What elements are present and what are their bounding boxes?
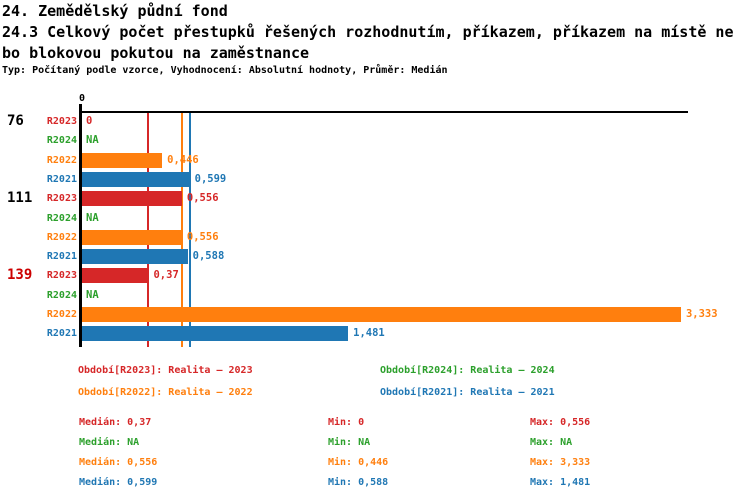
value-label: 3,333 — [685, 308, 718, 320]
series-label: R2021 — [46, 173, 77, 185]
series-label: R2023 — [46, 270, 77, 282]
bar-r2021-111 — [82, 249, 188, 265]
value-label: 1,481 — [353, 327, 385, 340]
legend-item-r2021: Období[R2021]: Realita – 2021 — [380, 387, 555, 398]
chart-row: 111 R2023 0,556 — [0, 189, 750, 209]
stat-max-r2022: Max: 3,333 — [530, 457, 591, 468]
stat-min-r2024: Min: NA — [328, 437, 371, 448]
chart-row: R2021 1,481 — [0, 324, 750, 344]
chart-meta: Typ: Počítaný podle vzorce, Vyhodnocení:… — [2, 65, 448, 76]
chart-row: R2022 0,556 — [0, 228, 750, 248]
value-label: 0 — [86, 115, 93, 127]
chart-row: R2024 NA — [0, 131, 750, 151]
median-line-r2021 — [188, 113, 191, 347]
page-title: 24. Zemědělský půdní fond — [2, 2, 228, 20]
series-label: R2024 — [46, 135, 77, 147]
value-label: 0,588 — [192, 250, 225, 263]
group-label: 111 — [7, 190, 33, 207]
series-label: R2023 — [46, 193, 77, 205]
stat-min-r2021: Min: 0,588 — [328, 477, 389, 488]
chart-title-line1: 24.3 Celkový počet přestupků řešených ro… — [2, 23, 734, 41]
chart-row: R2022 0,446 — [0, 151, 750, 171]
legend-item-r2023: Období[R2023]: Realita – 2023 — [78, 365, 253, 376]
stat-median-r2023: Medián: 0,37 — [79, 417, 152, 428]
series-label: R2021 — [46, 328, 77, 340]
bar-r2023-111 — [82, 191, 182, 207]
chart-title-line2: bo blokovou pokutou na zaměstnance — [2, 44, 310, 62]
chart-row: 139 R2023 0,37 — [0, 266, 750, 286]
series-label: R2024 — [46, 212, 77, 224]
chart-row: R2021 0,599 — [0, 170, 750, 190]
series-label: R2022 — [46, 154, 77, 166]
series-label: R2022 — [46, 231, 77, 243]
x-axis-zero-tick-label: 0 — [78, 93, 86, 104]
stat-max-r2021: Max: 1,481 — [530, 477, 591, 488]
group-label: 139 — [7, 267, 33, 284]
chart-row: R2021 0,588 — [0, 247, 750, 267]
legend-item-r2024: Období[R2024]: Realita – 2024 — [380, 365, 555, 376]
y-axis-line — [79, 104, 82, 347]
series-label: R2024 — [46, 289, 77, 301]
chart-row: R2022 3,333 — [0, 305, 750, 325]
stat-median-r2021: Medián: 0,599 — [79, 477, 158, 488]
stat-max-r2023: Max: 0,556 — [530, 417, 591, 428]
value-label: 0,556 — [186, 230, 219, 243]
series-label: R2023 — [46, 116, 77, 127]
value-label: 0,599 — [194, 172, 227, 185]
bar-r2022-139 — [82, 307, 681, 322]
chart-row: R2024 NA — [0, 209, 750, 229]
value-label: NA — [86, 134, 99, 147]
bar-r2022-111 — [82, 229, 182, 245]
group-label: 76 — [7, 113, 24, 129]
value-label: 0,446 — [167, 153, 199, 166]
stat-max-r2024: Max: NA — [530, 437, 573, 448]
stat-min-r2023: Min: 0 — [328, 417, 365, 428]
series-label: R2022 — [46, 309, 77, 320]
legend-item-r2022: Období[R2022]: Realita – 2022 — [78, 387, 253, 398]
bar-r2021-76 — [82, 171, 190, 187]
bar-r2022-76 — [82, 152, 163, 168]
chart-row: 76 R2023 0 — [0, 112, 750, 132]
stat-median-r2024: Medián: NA — [79, 437, 140, 448]
value-label: 0,37 — [153, 269, 179, 282]
value-label: NA — [86, 211, 99, 224]
chart-row: R2024 NA — [0, 286, 750, 306]
x-axis-line — [79, 111, 688, 113]
bar-r2023-139 — [82, 268, 149, 284]
median-line-r2022 — [180, 113, 183, 347]
bar-r2021-139 — [82, 326, 349, 342]
series-label: R2021 — [46, 251, 77, 263]
stat-min-r2022: Min: 0,446 — [328, 457, 389, 468]
value-label: 0,556 — [186, 192, 219, 205]
value-label: NA — [86, 288, 99, 301]
stat-median-r2022: Medián: 0,556 — [79, 457, 158, 468]
